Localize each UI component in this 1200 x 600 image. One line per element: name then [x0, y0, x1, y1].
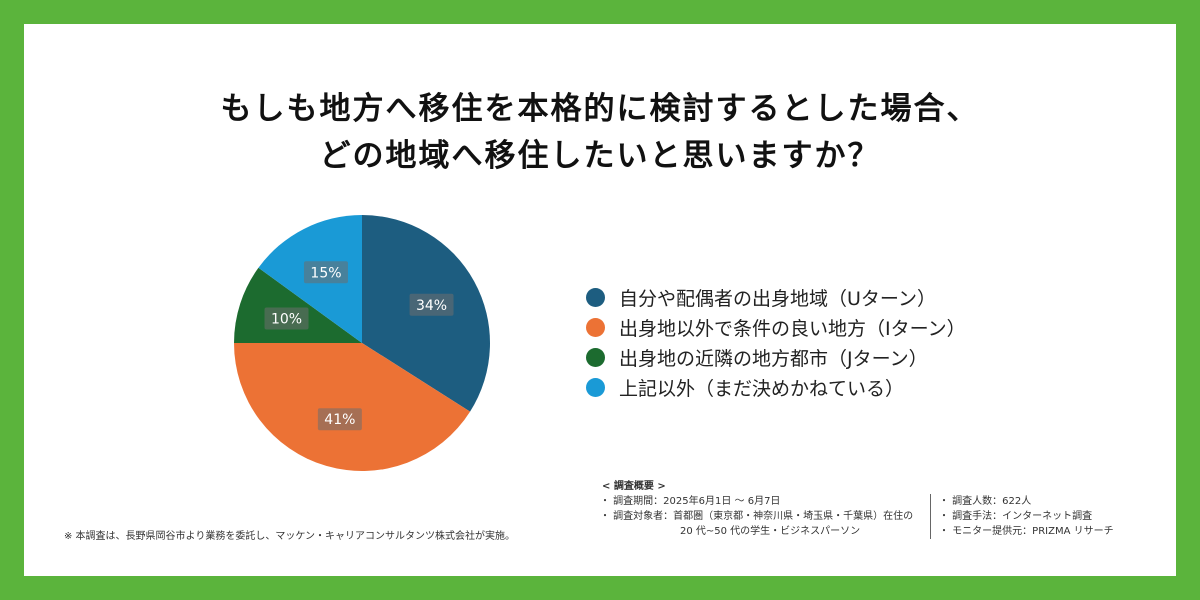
pie-label-u-turn: 34% — [409, 293, 454, 316]
legend-label-undecided: 上記以外（まだ決めかねている） — [619, 377, 905, 400]
pie-label-box-undecided — [303, 261, 348, 284]
infographic-card: もしも地方へ移住を本格的に検討するとした場合、 どの地域へ移住したいと思いますか… — [24, 24, 1176, 576]
legend-swatch-j-turn — [586, 347, 605, 367]
title-line-1: もしも地方へ移住を本格的に検討するとした場合、 — [220, 91, 980, 127]
legend-label-i-turn: 出身地以外で条件の良い地方（Iターン） — [619, 317, 966, 340]
pie-label-text-i-turn: 41% — [324, 412, 355, 428]
chart-title: もしも地方へ移住を本格的に検討するとした場合、 どの地域へ移住したいと思いますか… — [24, 86, 1176, 180]
overview-heading: < 調査概要 > — [602, 481, 666, 492]
overview-provider: ・ モニター提供元：PRIZMA リサーチ — [939, 526, 1114, 537]
legend-item-u-turn: 自分や配偶者の出身地域（Uターン） — [586, 282, 966, 312]
overview-target-continued: 20 代~50 代の学生・ビジネスパーソン — [680, 526, 861, 537]
legend-swatch-i-turn — [586, 317, 605, 337]
legend-swatch-undecided — [586, 377, 605, 397]
pie-label-text-j-turn: 10% — [271, 311, 302, 327]
pie-label-box-i-turn — [317, 408, 362, 431]
chart-legend: 自分や配偶者の出身地域（Uターン） 出身地以外で条件の良い地方（Iターン） 出身… — [586, 282, 966, 402]
legend-item-i-turn: 出身地以外で条件の良い地方（Iターン） — [586, 312, 966, 342]
pie-label-undecided: 15% — [303, 261, 348, 284]
survey-overview-details: ・ 調査人数：622人 ・ 調査手法：インターネット調査 ・ モニター提供元：P… — [930, 494, 1114, 539]
legend-label-u-turn: 自分や配偶者の出身地域（Uターン） — [619, 287, 936, 310]
pie-label-text-u-turn: 34% — [416, 298, 447, 314]
overview-target: ・ 調査対象者：首都圏（東京都・神奈川県・埼玉県・千葉県）在住の — [600, 511, 914, 522]
survey-footnote: ※ 本調査は、長野県岡谷市より業務を委託し、マッケン・キャリアコンサルタンツ株式… — [64, 531, 516, 542]
pie-label-text-undecided: 15% — [310, 265, 341, 281]
legend-item-j-turn: 出身地の近隣の地方都市（Jターン） — [586, 342, 966, 372]
survey-overview: < 調査概要 > ・ 調査期間：2025年6月1日 ～ 6月7日 ・ 調査対象者… — [600, 479, 913, 539]
overview-period: ・ 調査期間：2025年6月1日 ～ 6月7日 — [600, 496, 781, 507]
pie-label-box-u-turn — [409, 293, 454, 316]
legend-label-j-turn: 出身地の近隣の地方都市（Jターン） — [619, 347, 928, 370]
title-line-2: どの地域へ移住したいと思いますか？ — [319, 138, 881, 174]
pie-chart: 34% 41% 10% 15% — [234, 215, 490, 471]
legend-swatch-u-turn — [586, 287, 605, 307]
pie-slice-i-turn — [234, 343, 471, 471]
legend-item-undecided: 上記以外（まだ決めかねている） — [586, 372, 966, 402]
overview-method: ・ 調査手法：インターネット調査 — [939, 511, 1093, 522]
pie-label-box-j-turn — [264, 307, 309, 330]
pie-label-i-turn: 41% — [317, 408, 362, 431]
overview-count: ・ 調査人数：622人 — [939, 496, 1032, 507]
pie-label-j-turn: 10% — [264, 307, 309, 330]
